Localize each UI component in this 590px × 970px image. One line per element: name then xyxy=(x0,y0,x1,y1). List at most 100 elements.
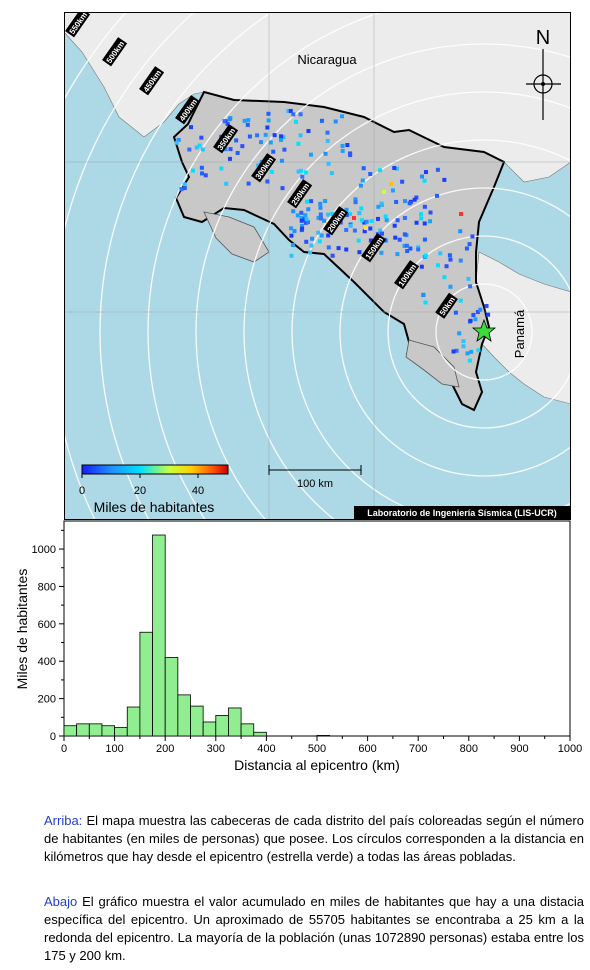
colorbar-tick-40: 40 xyxy=(192,485,204,497)
country-label-nicaragua: Nicaragua xyxy=(297,52,357,67)
district-marker xyxy=(187,147,192,152)
district-marker xyxy=(200,171,205,176)
district-marker xyxy=(271,149,276,154)
district-marker xyxy=(318,212,323,217)
district-marker xyxy=(292,229,297,234)
district-marker xyxy=(353,200,358,205)
district-marker xyxy=(359,218,364,223)
colorbar-title: Miles de habitantes xyxy=(94,499,215,515)
district-marker xyxy=(224,181,229,186)
district-marker xyxy=(394,199,399,204)
district-marker xyxy=(416,247,421,252)
x-tick-label: 700 xyxy=(409,743,427,755)
district-marker xyxy=(402,243,407,248)
district-marker xyxy=(340,148,345,153)
x-tick-label: 200 xyxy=(156,743,174,755)
district-marker xyxy=(316,215,321,220)
district-marker xyxy=(414,195,419,200)
district-marker xyxy=(200,147,205,152)
y-tick-label: 200 xyxy=(38,694,56,706)
district-marker xyxy=(302,217,307,222)
district-marker xyxy=(468,318,473,323)
district-marker xyxy=(298,133,303,138)
district-marker xyxy=(199,135,204,140)
district-marker xyxy=(235,150,240,155)
histogram-bar xyxy=(240,723,255,737)
district-marker xyxy=(384,218,389,223)
district-marker xyxy=(330,211,335,216)
district-marker xyxy=(300,174,305,179)
district-marker xyxy=(316,230,321,235)
district-marker xyxy=(447,253,452,258)
district-marker xyxy=(467,358,472,363)
district-marker xyxy=(435,167,440,172)
district-marker xyxy=(458,229,463,234)
district-marker xyxy=(306,129,311,134)
district-marker xyxy=(279,134,284,139)
district-marker xyxy=(219,166,224,171)
x-axis: 0 100 200 300 400 500 600 700 800 900 1000 xyxy=(61,736,582,755)
district-marker xyxy=(294,119,299,124)
scale-bar-label: 100 km xyxy=(297,478,333,490)
district-marker xyxy=(368,226,373,231)
district-marker xyxy=(305,199,310,204)
district-marker xyxy=(428,219,433,224)
histogram-panel: 0 100 200 300 400 500 600 700 800 900 1000 0 200 400… xyxy=(14,520,582,773)
district-marker xyxy=(291,112,296,117)
district-marker xyxy=(469,349,474,354)
district-marker xyxy=(442,177,447,182)
district-marker xyxy=(348,153,353,158)
district-marker xyxy=(326,161,331,166)
district-marker xyxy=(303,220,308,225)
district-marker xyxy=(378,228,383,233)
district-marker xyxy=(348,223,353,228)
district-marker xyxy=(298,112,303,117)
district-marker xyxy=(402,216,407,221)
y-tick-label: 400 xyxy=(38,656,56,668)
x-tick-label: 900 xyxy=(510,743,528,755)
district-marker xyxy=(344,227,349,232)
histogram-bar xyxy=(152,534,166,737)
district-marker xyxy=(364,219,369,224)
district-marker xyxy=(326,212,331,217)
district-marker xyxy=(364,226,368,230)
histogram-bar xyxy=(177,694,191,737)
district-marker xyxy=(245,122,250,127)
district-marker xyxy=(344,213,349,218)
district-marker xyxy=(457,331,462,336)
district-marker xyxy=(357,250,362,255)
district-marker xyxy=(222,119,227,124)
district-marker xyxy=(296,141,301,146)
district-marker xyxy=(223,147,228,152)
y-tick-label: 0 xyxy=(50,731,56,743)
district-marker xyxy=(421,292,426,297)
north-arrow-icon: N xyxy=(526,27,561,120)
district-marker xyxy=(448,257,453,262)
district-marker xyxy=(309,243,314,248)
district-marker xyxy=(318,216,323,221)
district-marker xyxy=(465,351,470,356)
district-marker xyxy=(242,118,247,123)
x-tick-label: 100 xyxy=(105,743,123,755)
district-marker xyxy=(340,114,345,119)
histogram-bar xyxy=(88,723,103,737)
district-marker xyxy=(256,163,261,168)
north-label: N xyxy=(536,27,550,49)
scale-bar xyxy=(268,465,362,475)
district-marker xyxy=(422,204,427,209)
district-marker xyxy=(400,179,405,184)
district-marker xyxy=(344,247,349,252)
district-marker xyxy=(478,307,483,312)
district-marker xyxy=(362,229,367,234)
district-marker xyxy=(318,205,323,210)
district-marker xyxy=(333,119,338,124)
district-marker xyxy=(435,263,440,268)
district-marker xyxy=(356,238,361,243)
district-marker xyxy=(423,170,428,175)
district-marker xyxy=(467,242,472,247)
district-marker xyxy=(227,156,232,161)
district-marker xyxy=(422,221,427,226)
district-marker xyxy=(228,147,233,152)
credit-box xyxy=(354,506,571,520)
district-marker xyxy=(358,183,363,188)
